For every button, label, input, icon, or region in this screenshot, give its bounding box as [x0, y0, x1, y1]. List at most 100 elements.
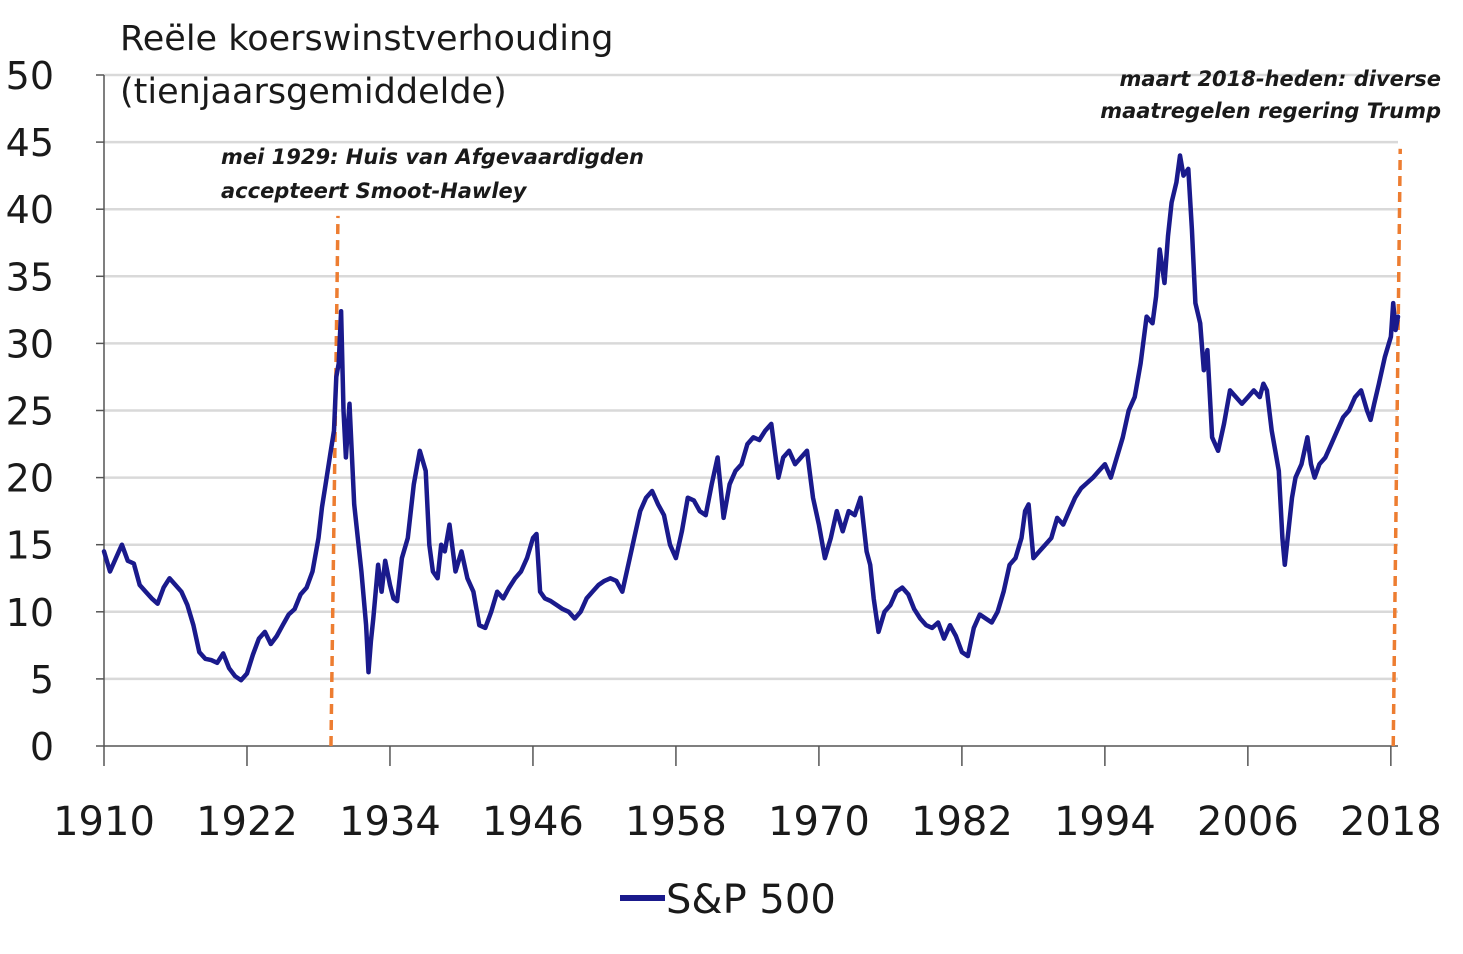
data-point — [1275, 450, 1277, 452]
data-point — [1360, 390, 1362, 392]
data-point — [467, 578, 469, 580]
data-point — [854, 514, 856, 516]
annotations: mei 1929: Huis van Afgevaardigden accepte… — [221, 67, 1441, 747]
y-tick-label: 10 — [6, 591, 54, 635]
data-point — [568, 611, 570, 613]
data-point — [419, 450, 421, 452]
data-point — [1199, 323, 1201, 325]
data-point — [663, 514, 665, 516]
data-point — [1039, 551, 1041, 553]
data-point — [991, 622, 993, 624]
data-point — [884, 611, 886, 613]
data-point — [401, 557, 403, 559]
data-point — [485, 627, 487, 629]
data-point — [1291, 497, 1293, 499]
data-point — [1024, 510, 1026, 512]
data-point — [1033, 557, 1035, 559]
data-point — [873, 598, 875, 600]
data-point — [121, 544, 123, 546]
data-point — [729, 484, 731, 486]
data-point — [1301, 463, 1303, 465]
data-point — [592, 591, 594, 593]
data-point — [340, 310, 342, 312]
data-point — [1110, 477, 1112, 479]
data-point — [490, 611, 492, 613]
data-point — [997, 611, 999, 613]
x-tick-label: 2018 — [1340, 799, 1442, 845]
data-point — [1314, 477, 1316, 479]
data-point — [187, 604, 189, 606]
data-point — [753, 437, 755, 439]
legend-label-sp500: S&P 500 — [666, 877, 836, 923]
data-point — [651, 490, 653, 492]
y-tick-label: 0 — [30, 725, 54, 769]
data-point — [393, 598, 395, 600]
data-point — [657, 504, 659, 506]
data-point — [479, 624, 481, 626]
data-point — [1282, 537, 1284, 539]
legend: S&P 500 — [620, 877, 836, 923]
data-point — [675, 557, 677, 559]
data-point — [908, 594, 910, 596]
data-point — [1146, 316, 1148, 318]
data-point — [794, 463, 796, 465]
data-point — [1188, 168, 1190, 170]
data-point — [109, 571, 111, 573]
data-point — [778, 477, 780, 479]
data-point — [133, 563, 135, 565]
data-point — [353, 504, 355, 506]
data-point — [633, 537, 635, 539]
y-tick-label: 30 — [6, 322, 54, 366]
data-point — [1266, 390, 1268, 392]
data-point — [127, 560, 129, 562]
data-point — [645, 497, 647, 499]
data-point — [1325, 457, 1327, 459]
data-point — [282, 624, 284, 626]
data-point — [931, 627, 933, 629]
data-point — [338, 363, 340, 365]
data-point — [370, 641, 372, 643]
data-point — [979, 614, 981, 616]
data-point — [1217, 450, 1219, 452]
data-point — [639, 510, 641, 512]
data-point — [520, 571, 522, 573]
data-point — [145, 591, 147, 593]
data-point — [1390, 336, 1392, 338]
data-point — [258, 638, 260, 640]
data-point — [866, 551, 868, 553]
data-point — [1015, 557, 1017, 559]
data-point — [325, 484, 327, 486]
data-point — [175, 584, 177, 586]
data-point — [1155, 296, 1157, 298]
data-point — [1247, 396, 1249, 398]
data-point — [913, 608, 915, 610]
data-point — [321, 506, 323, 508]
data-point — [622, 591, 624, 593]
data-point — [1207, 349, 1209, 351]
data-point — [216, 662, 218, 664]
data-point — [1164, 282, 1166, 284]
annotation-1929-text: accepteert Smoot-Hawley — [221, 179, 528, 203]
data-point — [381, 591, 383, 593]
data-point — [193, 624, 195, 626]
x-tick-label: 1934 — [339, 799, 441, 845]
data-point — [461, 551, 463, 553]
data-point — [925, 624, 927, 626]
data-point — [598, 584, 600, 586]
x-tick-label: 2006 — [1197, 799, 1299, 845]
data-point — [318, 537, 320, 539]
data-point — [1045, 544, 1047, 546]
data-point — [961, 651, 963, 653]
y-axis-ticks: 0 5 10 15 20 25 30 35 40 45 50 — [6, 54, 104, 769]
data-point — [616, 580, 618, 582]
data-point — [1271, 430, 1273, 432]
data-point — [1176, 182, 1178, 184]
data-point — [1122, 437, 1124, 439]
data-point — [429, 544, 431, 546]
annotation-line-1929 — [329, 215, 340, 747]
data-point — [1336, 430, 1338, 432]
data-point — [345, 457, 347, 459]
data-point — [349, 403, 351, 405]
data-point — [343, 410, 345, 412]
grid-lines — [104, 73, 1398, 681]
